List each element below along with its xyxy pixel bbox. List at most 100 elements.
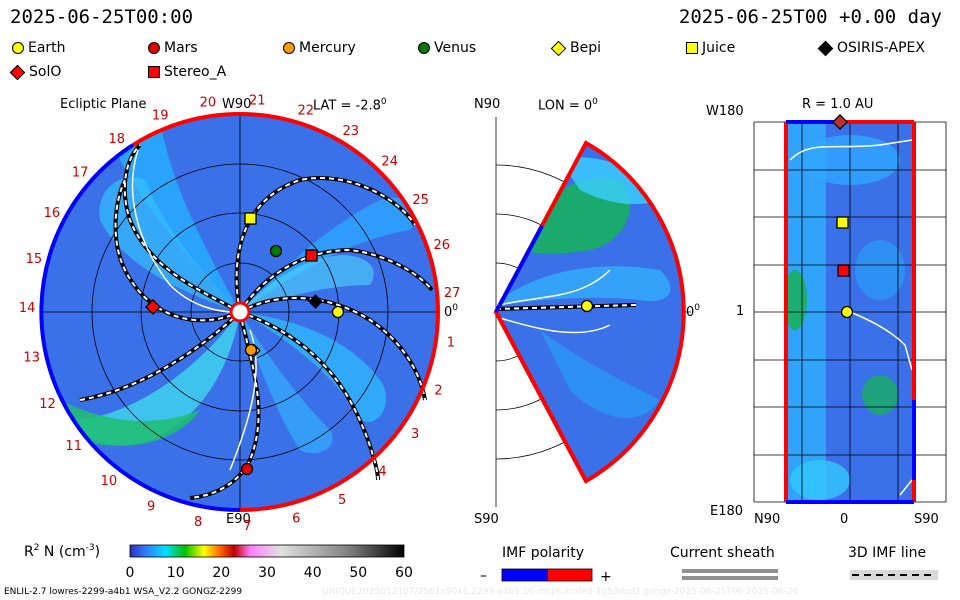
sector-number: 12 [39,397,56,412]
imf-polarity-positive-bar [548,569,592,581]
sector-number: 23 [343,124,360,139]
radial-n90-label: N90 [754,512,781,527]
sector-number: 6 [292,511,300,526]
earth-meridional-marker [580,299,594,313]
colorbar-tick: 0 [126,565,135,581]
radial-s90-label: S90 [914,512,939,527]
radial-e180-label: E180 [710,504,744,519]
radial-w180-label: W180 [706,104,744,119]
colorbar-ticks: 0 10 20 30 40 50 60 [126,565,413,581]
imf-polarity: IMF polarity – + [480,545,612,585]
radial-r-label: R = 1.0 AU [802,97,874,112]
colorbar-tick: 60 [395,565,413,581]
colorbar: 0 10 20 30 40 50 60 [126,544,413,581]
juice-marker-icon [686,42,698,54]
meridional-density-field [500,157,671,419]
earth-ecliptic-marker [331,305,345,319]
colorbar-tick: 40 [304,565,322,581]
sector-number: 19 [152,109,169,124]
sector-number: 22 [298,103,315,118]
imf-polarity-plus: + [600,569,612,585]
footer-left: ENLIL-2.7 lowres-2299-a4b1 WSA_V2.2 GONG… [4,587,243,597]
legend-item-solo: SolO [9,64,61,80]
legend-item-osiris-apex: OSIRIS-APEX [817,40,925,56]
earth-radial-marker [840,305,854,319]
ecliptic-zero-label: 00 [444,303,458,320]
osiris-apex-radial-marker [832,114,848,130]
ecliptic-rim-positive [239,112,440,512]
sector-number: 15 [26,252,43,267]
sector-number: 26 [434,238,451,253]
legend-item-juice: Juice [686,40,735,56]
meridional-panel: 00 [493,117,700,507]
sector-number: 27 [444,286,461,301]
sector-number: 8 [194,515,202,530]
sector-number: 4 [378,464,386,479]
meridional-s90-label: S90 [474,512,499,527]
radial-bodies [832,114,854,319]
juice-ecliptic-marker [244,212,257,225]
radial-one-label: 1 [736,304,745,319]
meridional-rim-edge [494,311,588,482]
juice-radial-marker [836,216,849,229]
mercury-marker-icon [283,42,295,54]
sector-number: 10 [101,474,118,489]
venus-ecliptic-marker [269,244,283,258]
stereo-a-marker-icon [148,66,160,78]
left-timestamp: 2025-06-25T00:00 [10,6,194,28]
colorbar-tick: 50 [349,565,367,581]
sector-number: 11 [65,439,82,454]
legend-item-earth: Earth [12,40,66,56]
mercury-ecliptic-marker [244,343,258,357]
imf-line-legend: 3D IMF line [848,545,938,580]
meridional-imf-line [495,269,637,334]
current-sheath-line-2 [682,576,778,580]
sector-number: 2 [434,384,442,399]
sector-number: 17 [72,165,89,180]
legend-item-bepi: Bepi [550,40,601,56]
colorbar-tick: 10 [167,565,185,581]
legend-item-mars: Mars [148,40,198,56]
ecliptic-rim-positive-2 [131,111,241,147]
ecliptic-rim-negative [39,143,241,513]
colorbar-gradient [129,544,405,558]
sector-number: 25 [412,193,429,208]
legend-item-mercury: Mercury [283,40,356,56]
meridional-rim-positive [493,140,686,484]
radial-current-sheath [789,139,913,496]
ecliptic-lat-label: LAT = -2.80 [313,97,387,114]
sector-number: 21 [249,94,266,109]
colorbar-label: R2 N (cm-3) [24,543,100,560]
legend-item-stereo-a: Stereo_A [148,64,226,80]
sector-number: 9 [147,500,155,515]
colorbar-tick: 30 [258,565,276,581]
osiris-apex-ecliptic-marker [308,294,323,309]
ecliptic-imf-lines [79,143,434,500]
solo-ecliptic-marker [145,299,161,315]
meridional-zero-label: 00 [686,303,700,320]
stereo-a-radial-marker [837,264,850,277]
mars-ecliptic-marker [240,462,254,476]
sun-icon [229,301,251,323]
meridional-rim-negative [494,225,544,313]
imf-polarity-minus: – [480,568,487,584]
sector-number: 20 [200,95,217,110]
sector-number: 1 [447,336,455,351]
stereo-a-ecliptic-marker [305,249,318,262]
venus-marker-icon [418,42,430,54]
radial-panel [753,114,947,504]
sector-number: 16 [44,206,61,221]
current-sheath-legend: Current sheath [670,545,778,580]
imf-polarity-title: IMF polarity [502,545,584,561]
sector-number: 7 [243,519,251,534]
current-sheath-title: Current sheath [670,545,775,561]
meridional-lon-label: LON = 00 [538,97,598,114]
current-sheath-line-1 [682,569,778,573]
radial-zero-label: 0 [840,512,849,527]
sector-number: 14 [19,301,36,316]
ecliptic-bodies [145,212,345,476]
sector-number: 3 [411,427,419,442]
right-timestamp: 2025-06-25T00 +0.00 day [678,6,942,28]
